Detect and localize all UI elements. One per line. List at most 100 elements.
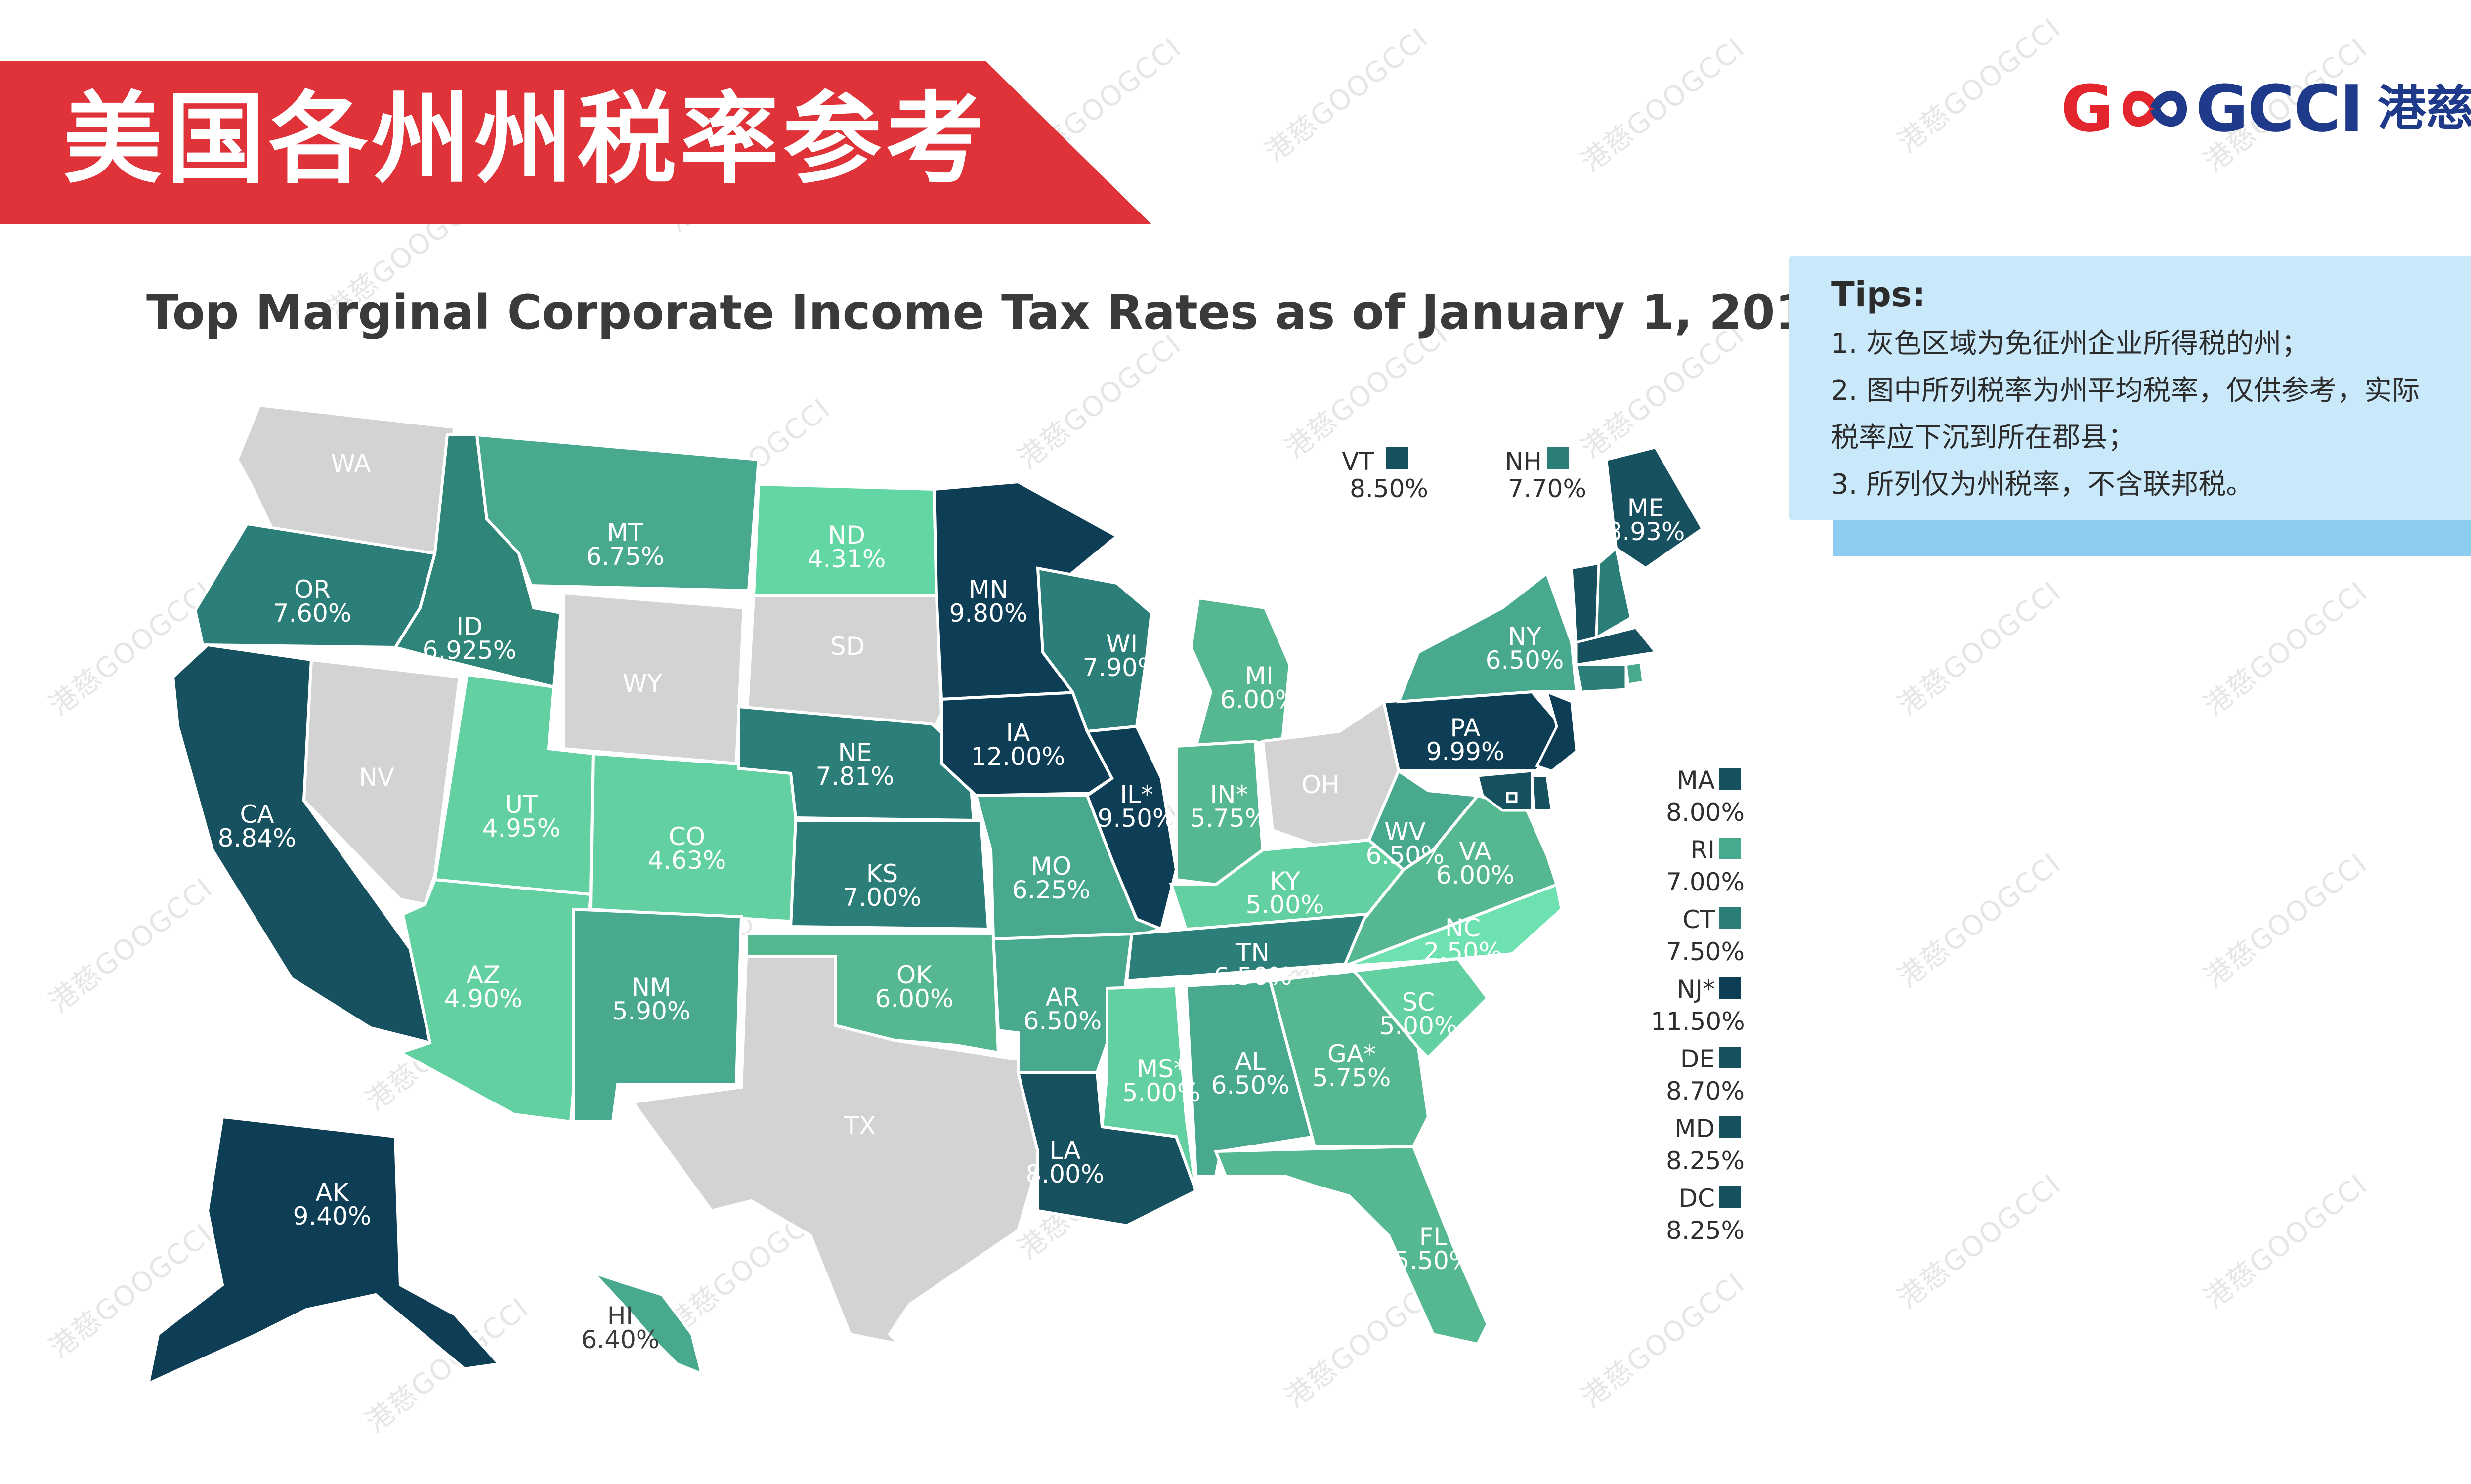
legend-swatch-vt bbox=[1386, 447, 1408, 469]
legend-code-md: MD bbox=[1674, 1114, 1715, 1143]
infinity-loop-icon bbox=[2122, 90, 2187, 127]
legend-rate-nj: 11.50% bbox=[1651, 1007, 1745, 1036]
state-rate-ny: 6.50% bbox=[1486, 646, 1564, 675]
state-code-ut: UT bbox=[505, 790, 538, 819]
state-shape-fl bbox=[1213, 1145, 1490, 1346]
tips-heading: Tips: bbox=[1831, 274, 1926, 315]
state-rate-nd: 4.31% bbox=[808, 545, 886, 573]
legend-rate-md: 8.25% bbox=[1666, 1146, 1745, 1175]
legend-rate-nh: 7.70% bbox=[1508, 474, 1586, 503]
state-rate-ia: 12.00% bbox=[971, 742, 1065, 771]
legend-code-ma: MA bbox=[1676, 766, 1715, 795]
state-rate-ar: 6.50% bbox=[1023, 1007, 1102, 1035]
legend-rate-dc: 8.25% bbox=[1666, 1216, 1745, 1245]
state-shape-nm bbox=[572, 907, 743, 1123]
state-shape-de bbox=[1531, 774, 1553, 812]
legend-swatch-ct bbox=[1719, 907, 1741, 929]
state-rate-ut: 4.95% bbox=[482, 814, 561, 843]
state-shape-ks bbox=[789, 819, 990, 931]
state-code-nv: NV bbox=[359, 763, 394, 792]
state-code-la: LA bbox=[1049, 1136, 1080, 1165]
state-shape-md bbox=[1476, 769, 1534, 812]
state-code-nm: NM bbox=[632, 973, 672, 1002]
state-rate-ga: 5.75% bbox=[1313, 1063, 1391, 1092]
state-rate-ky: 5.00% bbox=[1246, 890, 1324, 919]
tips-card bbox=[1789, 256, 2471, 520]
state-code-ak: AK bbox=[316, 1178, 349, 1207]
state-rate-ms: 5.00% bbox=[1122, 1078, 1201, 1107]
logo-wordmark: GCCI bbox=[2195, 71, 2364, 146]
tips-line-4: 3. 所列仅为州税率，不含联邦税。 bbox=[1831, 468, 2254, 501]
state-code-wy: WY bbox=[623, 669, 662, 698]
state-code-ne: NE bbox=[838, 738, 872, 767]
state-code-wi: WI bbox=[1106, 630, 1138, 658]
state-shape-il bbox=[1085, 724, 1178, 932]
legend-code-dc: DC bbox=[1678, 1184, 1715, 1213]
state-code-il: IL* bbox=[1120, 780, 1153, 809]
state-code-wv: WV bbox=[1384, 817, 1426, 846]
state-code-ca: CA bbox=[240, 800, 274, 829]
state-rate-ks: 7.00% bbox=[843, 883, 922, 912]
state-rate-ok: 6.00% bbox=[875, 984, 954, 1013]
state-code-ia: IA bbox=[1006, 719, 1030, 747]
state-code-va: VA bbox=[1459, 837, 1491, 866]
state-code-nc: NC bbox=[1445, 914, 1481, 942]
legend-swatch-nh bbox=[1547, 447, 1569, 469]
state-code-tn: TN bbox=[1236, 938, 1270, 967]
legend-rate-ri: 7.00% bbox=[1666, 868, 1745, 896]
state-shape-me bbox=[1604, 445, 1704, 570]
state-rate-ak: 9.40% bbox=[293, 1202, 372, 1230]
state-rate-hi: 6.40% bbox=[581, 1325, 660, 1354]
state-shape-dc bbox=[1506, 792, 1518, 803]
state-code-nd: ND bbox=[828, 521, 865, 550]
legend-swatch-md bbox=[1719, 1116, 1741, 1138]
state-rate-in: 5.75% bbox=[1190, 804, 1269, 833]
state-rate-or: 7.60% bbox=[273, 599, 352, 628]
state-shape-mt bbox=[475, 433, 761, 593]
state-code-az: AZ bbox=[467, 961, 500, 989]
state-code-mn: MN bbox=[969, 575, 1009, 604]
state-rate-wi: 7.90% bbox=[1083, 653, 1161, 682]
state-code-ar: AR bbox=[1046, 983, 1080, 1012]
legend-rate-ct: 7.50% bbox=[1666, 937, 1745, 966]
state-code-pa: PA bbox=[1450, 714, 1480, 742]
state-rate-me: 8.93% bbox=[1607, 517, 1685, 546]
state-rate-tn: 6.50% bbox=[1214, 962, 1292, 991]
state-rate-az: 4.90% bbox=[444, 984, 523, 1013]
state-code-sc: SC bbox=[1402, 988, 1435, 1017]
state-code-ky: KY bbox=[1270, 867, 1300, 895]
state-rate-fl: 5.50% bbox=[1394, 1246, 1473, 1275]
state-code-id: ID bbox=[456, 612, 482, 641]
state-rate-mi: 6.00% bbox=[1220, 685, 1299, 714]
state-rate-ne: 7.81% bbox=[816, 762, 895, 791]
state-code-ok: OK bbox=[896, 961, 933, 989]
legend-code-nj: NJ* bbox=[1676, 975, 1715, 1004]
tips-line-2: 2. 图中所列税率为州平均税率，仅供参考，实际 bbox=[1831, 375, 2420, 407]
state-shape-ms bbox=[1100, 984, 1197, 1192]
legend-code-nh: NH bbox=[1505, 447, 1542, 476]
state-code-fl: FL bbox=[1419, 1223, 1448, 1251]
state-code-wa: WA bbox=[331, 449, 371, 478]
state-rate-id: 6.925% bbox=[423, 636, 517, 665]
state-shape-nh bbox=[1595, 546, 1632, 640]
state-code-mo: MO bbox=[1031, 852, 1072, 881]
state-shape-mi bbox=[1189, 596, 1292, 748]
state-rate-va: 6.00% bbox=[1436, 861, 1515, 890]
legend-rate-ma: 8.00% bbox=[1666, 798, 1745, 827]
header-banner bbox=[0, 61, 1151, 224]
legend-code-vt: VT bbox=[1342, 447, 1374, 476]
legend-code-ri: RI bbox=[1690, 836, 1715, 864]
state-code-oh: OH bbox=[1302, 770, 1340, 799]
logo-chinese-name: 港慈跨境 bbox=[2377, 81, 2471, 137]
state-rate-al: 6.50% bbox=[1211, 1071, 1290, 1100]
state-rate-la: 8.00% bbox=[1026, 1160, 1105, 1188]
state-code-hi: HI bbox=[607, 1302, 633, 1330]
legend-swatch-nj bbox=[1719, 977, 1741, 999]
state-rate-sc: 5.00% bbox=[1379, 1012, 1458, 1040]
legend-swatch-de bbox=[1719, 1047, 1741, 1068]
state-code-ms: MS* bbox=[1137, 1055, 1186, 1083]
state-code-co: CO bbox=[669, 822, 705, 851]
legend-swatch-ri bbox=[1719, 838, 1741, 859]
state-code-sd: SD bbox=[830, 632, 865, 661]
state-code-in: IN* bbox=[1210, 780, 1248, 809]
